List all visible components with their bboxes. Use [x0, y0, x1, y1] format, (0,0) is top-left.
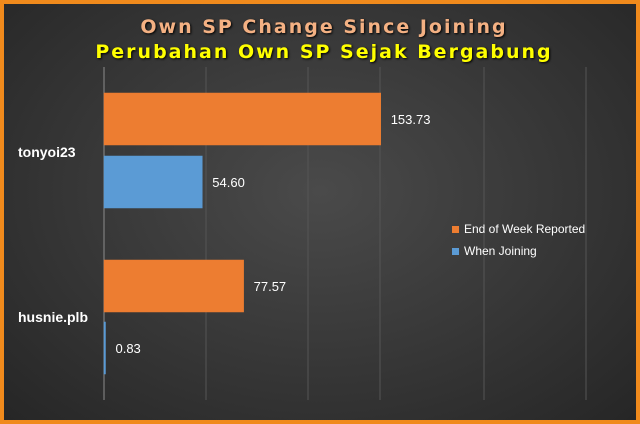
- legend-item-end-of-week: End of Week Reported: [452, 218, 585, 240]
- bar-when-joining: [103, 321, 106, 375]
- legend-label-when-joining: When Joining: [464, 244, 537, 258]
- data-label: 54.60: [212, 175, 245, 190]
- legend-label-end-of-week: End of Week Reported: [464, 222, 586, 236]
- legend: End of Week Reported When Joining: [452, 218, 585, 262]
- bar-end-of-week: [103, 92, 381, 146]
- bar-when-joining: [103, 155, 203, 209]
- chart-subtitle: Perubahan Own SP Sejak Bergabung: [95, 41, 553, 63]
- legend-swatch-when-joining: [452, 247, 459, 255]
- chart-title: Own SP Change Since Joining: [140, 16, 508, 38]
- legend-swatch-end-of-week: [452, 225, 459, 233]
- legend-item-when-joining: When Joining: [452, 240, 585, 262]
- bar-end-of-week: [103, 259, 244, 313]
- category-label-husnie: husnie.plb: [18, 309, 88, 325]
- data-label: 0.83: [115, 341, 140, 356]
- data-label: 77.57: [254, 279, 287, 294]
- category-label-tonyoi23: tonyoi23: [18, 144, 76, 160]
- data-label: 153.73: [391, 112, 431, 127]
